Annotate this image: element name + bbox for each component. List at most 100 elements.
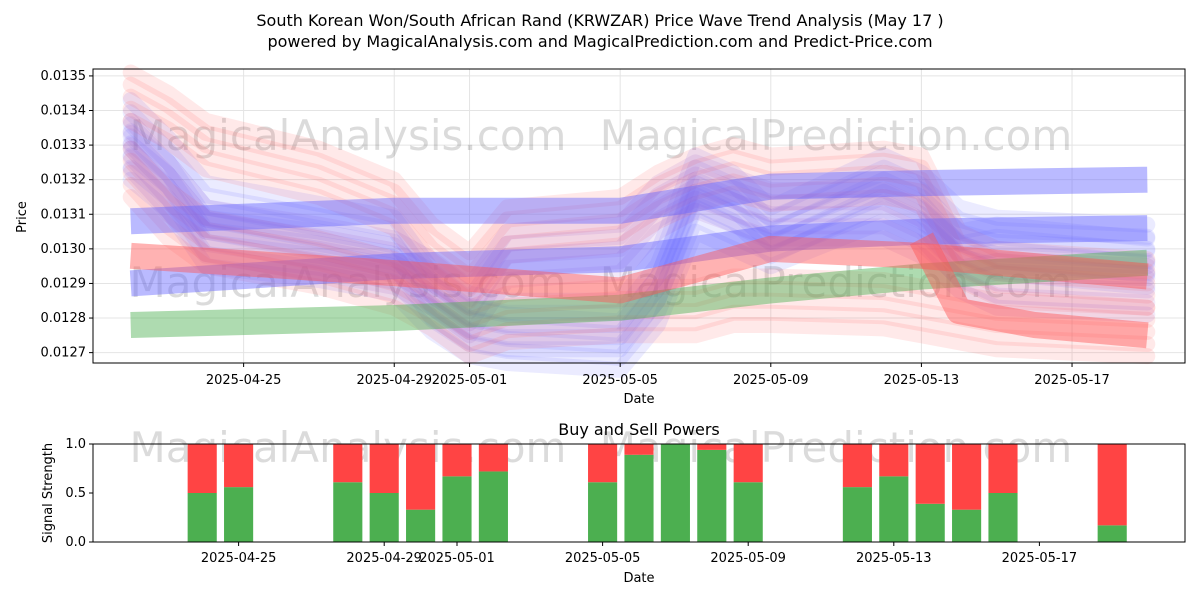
- price-wave-line: [122, 140, 1156, 316]
- buy-power-bar: [588, 482, 618, 542]
- price-wave-line: [122, 100, 1156, 304]
- price-trend-band: [130, 166, 1148, 235]
- buy-power-bar: [988, 493, 1018, 542]
- buy-power-bar: [952, 509, 982, 542]
- price-wave-line: [122, 116, 1156, 333]
- price-tick-label-y: 0.0130: [41, 242, 87, 257]
- sell-power-bar: [842, 444, 872, 488]
- watermark-text: MagicalPrediction.com: [600, 258, 1073, 307]
- sell-power-bar: [733, 444, 763, 483]
- power-tick-label-x: 2025-05-17: [1002, 551, 1078, 566]
- buy-power-bar: [915, 503, 945, 542]
- price-grid: [93, 69, 1185, 363]
- power-xlabel: Date: [623, 571, 654, 586]
- sell-power-bar: [1097, 444, 1127, 526]
- sell-power-bar: [442, 444, 472, 477]
- price-tick-label-y: 0.0129: [41, 276, 87, 291]
- price-panel: MagicalAnalysis.com MagicalPrediction.com…: [15, 64, 1186, 407]
- price-tick-label-x: 2025-05-05: [582, 373, 658, 388]
- watermark-text: MagicalPrediction.com: [600, 111, 1073, 160]
- power-tick-label-x: 2025-05-05: [565, 551, 641, 566]
- price-tick-label-y: 0.0135: [41, 69, 87, 84]
- price-wave-line: [122, 104, 1156, 321]
- price-tick-label-y: 0.0134: [41, 104, 87, 119]
- price-tick-label-y: 0.0131: [41, 207, 87, 222]
- price-wave-line: [122, 64, 1156, 268]
- price-tick-label-y: 0.0128: [41, 311, 87, 326]
- power-title: Buy and Sell Powers: [558, 420, 720, 439]
- price-tick-label-y: 0.0133: [41, 138, 87, 153]
- buy-power-bar: [624, 454, 654, 542]
- price-wave-line: [122, 112, 1156, 316]
- price-wave-line: [122, 149, 1156, 332]
- price-wave-line: [122, 88, 1156, 292]
- buy-power-bar: [224, 487, 254, 542]
- price-wave-line: [122, 76, 1156, 280]
- buy-power-bar: [406, 509, 436, 542]
- buy-power-bar: [442, 476, 472, 542]
- buy-power-bar: [879, 476, 909, 542]
- chart-subtitle: powered by MagicalAnalysis.com and Magic…: [267, 32, 932, 51]
- price-wave-line: [122, 189, 1156, 365]
- power-ylabel: Signal Strength: [41, 443, 56, 543]
- power-tick-label-y: 1.0: [65, 437, 86, 452]
- price-wave-line: [122, 164, 1156, 340]
- price-series: [122, 64, 1156, 378]
- price-wave-line: [122, 135, 1156, 342]
- price-tick-label-x: 2025-05-13: [884, 373, 960, 388]
- buy-power-bar: [697, 449, 727, 542]
- watermark-text: MagicalAnalysis.com: [130, 258, 567, 307]
- price-tick-label-y: 0.0132: [41, 173, 87, 188]
- price-tick-label-x: 2025-04-25: [206, 373, 282, 388]
- price-wave-line: [122, 128, 1156, 346]
- sell-power-bar: [224, 444, 254, 488]
- power-panel: Buy and Sell Powers MagicalAnalysis.comM…: [41, 420, 1186, 586]
- price-wave-line: [122, 161, 1156, 344]
- price-wave-line: [122, 147, 1156, 354]
- price-wave-line: [122, 92, 1156, 309]
- sell-power-bar: [952, 444, 982, 510]
- buy-power-bar: [478, 471, 508, 542]
- price-wave-line: [122, 112, 1156, 295]
- buy-power-bar: [1097, 525, 1127, 542]
- price-plot-frame: [92, 68, 1186, 364]
- price-wave-line: [122, 152, 1156, 328]
- power-tick-label-x: 2025-05-13: [856, 551, 932, 566]
- sell-power-bar: [406, 444, 436, 510]
- price-axes: 0.0127 0.0128 0.0129 0.0130 0.0131 0.0132 0.01…: [41, 69, 1110, 388]
- price-trend-band: [130, 249, 1149, 338]
- power-tick-label-x: 2025-04-29: [346, 551, 422, 566]
- sell-power-bar: [697, 444, 727, 450]
- sell-power-bar: [187, 444, 217, 493]
- price-wave-line: [122, 176, 1156, 352]
- sell-power-bar: [879, 444, 909, 477]
- price-trend-band: [909, 232, 1149, 349]
- chart-title: South Korean Won/South African Rand (KRW…: [256, 11, 943, 30]
- power-tick-label-y: 0.5: [65, 486, 86, 501]
- price-wave-line: [122, 123, 1156, 330]
- price-watermarks: MagicalAnalysis.com MagicalPrediction.com…: [130, 111, 1073, 307]
- price-tick-label-x: 2025-05-09: [733, 373, 809, 388]
- price-tick-label-x: 2025-04-29: [356, 373, 432, 388]
- buy-power-bar: [369, 493, 399, 542]
- price-tick-label-y: 0.0127: [41, 346, 87, 361]
- buy-power-bar: [842, 487, 872, 542]
- price-wave-line: [122, 159, 1156, 366]
- sell-power-bar: [988, 444, 1018, 493]
- sell-power-bar: [478, 444, 508, 472]
- watermark-text: MagicalAnalysis.com: [130, 111, 567, 160]
- power-tick-label-x: 2025-05-09: [710, 551, 786, 566]
- price-trend-band: [129, 215, 1148, 297]
- price-wave-line: [122, 137, 1156, 320]
- buy-power-bar: [333, 482, 363, 542]
- power-tick-label-y: 0.0: [65, 535, 86, 550]
- buy-power-bar: [187, 493, 217, 542]
- power-bars: [187, 444, 1127, 542]
- price-tick-label-x: 2025-05-01: [432, 373, 508, 388]
- sell-power-bar: [624, 444, 654, 455]
- price-trend-band: [129, 235, 1149, 304]
- sell-power-bar: [333, 444, 363, 483]
- price-ylabel: Price: [15, 201, 30, 233]
